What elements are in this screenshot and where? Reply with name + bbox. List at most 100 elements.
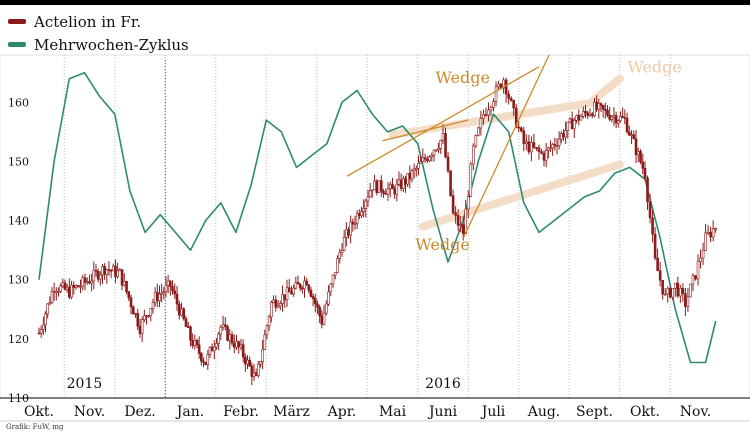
- price-candle: [691, 275, 695, 285]
- price-candle: [651, 217, 654, 235]
- price-candle: [287, 287, 291, 293]
- wedge-lines-group: [346, 54, 550, 239]
- y-tick-label: 140: [8, 215, 29, 228]
- price-candle: [175, 293, 179, 305]
- price-candle: [230, 334, 234, 344]
- price-candle: [37, 332, 41, 335]
- price-candle: [619, 116, 622, 122]
- price-candle: [504, 79, 508, 95]
- price-candle: [668, 288, 672, 298]
- price-candle: [412, 168, 416, 172]
- price-candle: [410, 170, 414, 180]
- price-candle: [519, 127, 523, 132]
- price-candle: [197, 344, 201, 354]
- price-candle: [254, 372, 258, 376]
- price-candle: [530, 142, 533, 153]
- price-candle: [105, 269, 109, 275]
- price-candle: [118, 269, 122, 272]
- price-candle: [223, 324, 227, 327]
- price-candle: [406, 173, 409, 185]
- price-candle: [439, 139, 443, 149]
- price-candle: [294, 282, 298, 289]
- price-candle: [514, 107, 518, 128]
- price-candle: [456, 215, 460, 226]
- price-candle: [109, 269, 113, 272]
- price-candle: [83, 277, 87, 283]
- price-candle: [446, 156, 450, 172]
- price-candle: [653, 233, 657, 259]
- price-candle: [232, 342, 236, 348]
- price-candle: [239, 344, 243, 348]
- price-candle: [419, 161, 422, 164]
- price-candle: [395, 183, 399, 195]
- price-candle: [228, 334, 232, 341]
- price-candle: [562, 133, 565, 138]
- price-candle: [134, 313, 137, 315]
- price-candle: [421, 157, 425, 162]
- price-candle: [402, 178, 405, 189]
- price-candle: [316, 303, 319, 308]
- price-candle: [489, 106, 493, 111]
- price-candle: [94, 269, 98, 272]
- x-tick-label: Dez.: [124, 404, 155, 420]
- price-candle: [252, 372, 256, 377]
- price-candle: [70, 284, 73, 298]
- price-candle: [296, 282, 300, 285]
- price-candle: [349, 221, 352, 236]
- price-candle: [186, 326, 190, 328]
- price-candle: [408, 173, 412, 180]
- price-candle: [575, 115, 578, 121]
- price-candle: [283, 294, 287, 301]
- price-candle: [138, 325, 142, 334]
- price-candle: [428, 156, 431, 162]
- price-candle: [581, 111, 585, 117]
- price-candle: [285, 287, 289, 301]
- price-candle: [191, 340, 194, 347]
- price-candle: [474, 134, 478, 147]
- price-candle: [290, 291, 293, 295]
- price-candle: [449, 170, 452, 196]
- wedge-label: Wedge: [627, 58, 682, 77]
- price-candle: [477, 127, 480, 136]
- series-line-cycle: [38, 71, 717, 364]
- price-candle: [261, 349, 264, 362]
- price-candle: [269, 302, 273, 318]
- price-candle: [158, 293, 161, 302]
- price-candle: [404, 178, 407, 185]
- price-candle: [656, 257, 659, 272]
- plot-frame: [0, 54, 750, 399]
- price-candle: [393, 188, 396, 195]
- price-candle: [461, 224, 465, 235]
- price-candle: [72, 284, 76, 288]
- price-candle: [219, 326, 223, 335]
- price-candle: [267, 316, 271, 327]
- price-candle: [92, 269, 96, 282]
- price-candle: [391, 184, 394, 190]
- legend-swatch-actelion: [8, 19, 26, 24]
- price-candle: [673, 282, 677, 289]
- price-candle: [307, 284, 311, 291]
- price-candle: [140, 319, 144, 334]
- price-candle: [595, 101, 598, 110]
- price-candle: [579, 115, 583, 121]
- price-candle: [347, 229, 350, 236]
- price-candle: [568, 118, 572, 123]
- x-tick-label: Febr.: [223, 404, 259, 420]
- price-candle: [314, 298, 317, 305]
- price-candle: [658, 270, 662, 281]
- price-candle: [136, 313, 140, 327]
- price-candle: [353, 222, 357, 225]
- price-candle: [274, 299, 278, 308]
- price-candle: [217, 333, 220, 344]
- price-candle: [259, 361, 262, 365]
- price-candle: [131, 306, 135, 315]
- price-candle: [502, 79, 505, 89]
- price-candle: [81, 277, 85, 287]
- x-tick-label: Okt.: [24, 404, 54, 420]
- price-candle: [704, 232, 707, 251]
- price-candle: [417, 162, 420, 169]
- x-tick-label: Jan.: [175, 404, 204, 420]
- price-candle: [368, 190, 372, 198]
- year-label: 2016: [425, 376, 461, 392]
- price-candle: [57, 291, 60, 293]
